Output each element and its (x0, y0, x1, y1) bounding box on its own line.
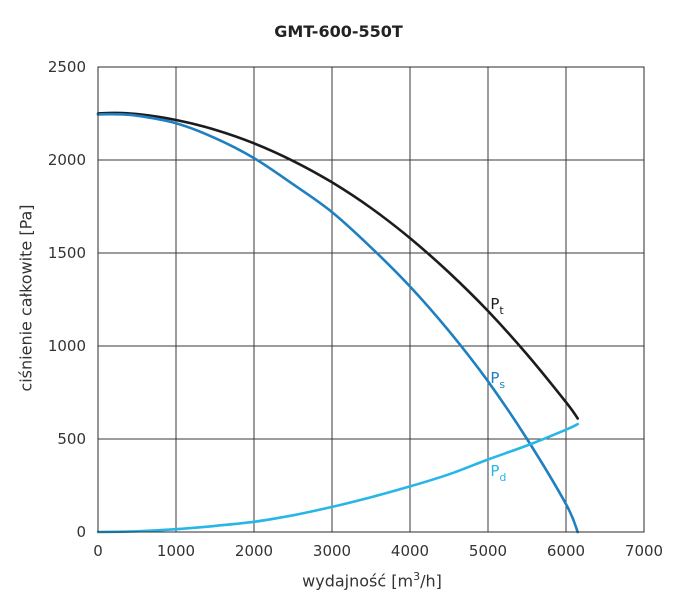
series-label-subscript: s (499, 378, 505, 391)
x-axis-label-prefix: wydajność [m (302, 571, 414, 591)
x-axis-label-suffix: /h] (420, 571, 442, 591)
x-tick-label: 1000 (157, 542, 195, 560)
series-lines (96, 111, 579, 534)
series-label-pd: Pd (490, 462, 506, 484)
x-tick-label: 4000 (391, 542, 429, 560)
y-tick-label: 1000 (48, 337, 86, 355)
x-tick-label: 3000 (313, 542, 351, 560)
series-label-pt: Pt (490, 295, 504, 317)
series-label-subscript: t (499, 304, 504, 317)
x-tick-label: 7000 (625, 542, 663, 560)
plot-frame (97, 66, 645, 533)
y-tick-label: 1500 (48, 244, 86, 262)
x-tick-label: 2000 (235, 542, 273, 560)
series-line-pt (96, 111, 579, 420)
chart-title: GMT-600-550T (274, 22, 403, 41)
y-tick-label: 2000 (48, 151, 86, 169)
x-axis-label-sup: 3 (413, 570, 421, 583)
y-axis-label: ciśnienie całkowite [Pa] (16, 204, 36, 392)
x-tick-label: 5000 (469, 542, 507, 560)
y-tick-label: 500 (57, 430, 86, 448)
grid-lines (97, 66, 645, 533)
y-tick-label: 0 (76, 523, 86, 541)
series-label-subscript: d (499, 471, 506, 484)
x-tick-label: 6000 (547, 542, 585, 560)
x-tick-label: 0 (93, 542, 103, 560)
series-line-pd (96, 422, 579, 534)
y-tick-label: 2500 (48, 58, 86, 76)
series-line-ps (96, 112, 579, 534)
tick-labels: 0 1000 2000 3000 4000 5000 6000 7000 0 500 1000 150… (48, 58, 663, 560)
x-axis-label: wydajność [m3/h] (302, 570, 442, 590)
